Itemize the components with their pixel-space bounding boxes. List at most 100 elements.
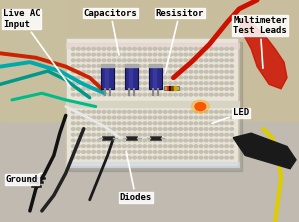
Circle shape — [225, 111, 228, 113]
Circle shape — [71, 122, 75, 125]
Circle shape — [210, 122, 213, 125]
Circle shape — [107, 133, 111, 136]
Polygon shape — [233, 133, 296, 169]
Circle shape — [82, 53, 85, 56]
Circle shape — [118, 145, 121, 147]
Circle shape — [225, 82, 228, 85]
Circle shape — [179, 76, 182, 79]
Bar — [66, 38, 239, 166]
Circle shape — [123, 88, 126, 90]
Circle shape — [215, 111, 218, 113]
Circle shape — [133, 82, 136, 85]
Circle shape — [174, 139, 177, 142]
Circle shape — [82, 139, 85, 142]
Circle shape — [189, 93, 193, 96]
Circle shape — [87, 93, 90, 96]
Circle shape — [205, 70, 208, 73]
Circle shape — [225, 53, 228, 56]
Circle shape — [102, 111, 106, 113]
Circle shape — [71, 139, 75, 142]
Circle shape — [215, 128, 218, 130]
Circle shape — [92, 53, 95, 56]
Circle shape — [225, 145, 228, 147]
Circle shape — [143, 59, 147, 62]
Circle shape — [143, 156, 147, 159]
Circle shape — [194, 128, 198, 130]
Circle shape — [138, 133, 141, 136]
Circle shape — [118, 82, 121, 85]
Circle shape — [82, 76, 85, 79]
Circle shape — [138, 65, 141, 67]
Bar — [149, 67, 162, 89]
Circle shape — [179, 65, 182, 67]
Circle shape — [210, 76, 213, 79]
Circle shape — [205, 48, 208, 50]
Circle shape — [133, 70, 136, 73]
Circle shape — [158, 133, 162, 136]
Circle shape — [169, 93, 172, 96]
Circle shape — [210, 133, 213, 136]
Circle shape — [225, 93, 228, 96]
Circle shape — [128, 145, 131, 147]
Circle shape — [220, 76, 223, 79]
Circle shape — [230, 70, 234, 73]
Circle shape — [174, 70, 177, 73]
Circle shape — [92, 88, 95, 90]
Circle shape — [205, 88, 208, 90]
Circle shape — [97, 156, 100, 159]
Circle shape — [210, 156, 213, 159]
Circle shape — [179, 116, 182, 119]
Circle shape — [148, 59, 152, 62]
Circle shape — [87, 111, 90, 113]
Circle shape — [138, 53, 141, 56]
Bar — [126, 136, 137, 140]
Circle shape — [189, 156, 193, 159]
Circle shape — [97, 59, 100, 62]
Circle shape — [128, 128, 131, 130]
Circle shape — [189, 116, 193, 119]
Circle shape — [118, 76, 121, 79]
Circle shape — [107, 128, 111, 130]
Circle shape — [138, 122, 141, 125]
Circle shape — [179, 139, 182, 142]
Text: Ground: Ground — [6, 173, 42, 184]
Circle shape — [102, 128, 106, 130]
Circle shape — [118, 93, 121, 96]
Circle shape — [128, 65, 131, 67]
Circle shape — [138, 156, 141, 159]
Circle shape — [174, 151, 177, 153]
Circle shape — [184, 48, 187, 50]
Circle shape — [194, 70, 198, 73]
Circle shape — [215, 116, 218, 119]
Circle shape — [169, 48, 172, 50]
Circle shape — [205, 139, 208, 142]
Circle shape — [199, 151, 203, 153]
Circle shape — [128, 122, 131, 125]
Circle shape — [97, 139, 100, 142]
Circle shape — [138, 128, 141, 130]
Circle shape — [107, 70, 111, 73]
Circle shape — [205, 53, 208, 56]
Circle shape — [153, 48, 157, 50]
Circle shape — [77, 76, 80, 79]
Circle shape — [189, 48, 193, 50]
Circle shape — [97, 48, 100, 50]
Circle shape — [169, 145, 172, 147]
Circle shape — [77, 53, 80, 56]
Circle shape — [158, 65, 162, 67]
Circle shape — [164, 111, 167, 113]
Circle shape — [92, 139, 95, 142]
Circle shape — [92, 111, 95, 113]
Circle shape — [169, 128, 172, 130]
Circle shape — [164, 128, 167, 130]
Circle shape — [164, 65, 167, 67]
Circle shape — [179, 151, 182, 153]
Circle shape — [138, 82, 141, 85]
Circle shape — [210, 70, 213, 73]
Circle shape — [128, 139, 131, 142]
Bar — [125, 67, 138, 89]
Circle shape — [102, 145, 106, 147]
Circle shape — [164, 116, 167, 119]
Polygon shape — [239, 18, 287, 89]
Circle shape — [87, 156, 90, 159]
